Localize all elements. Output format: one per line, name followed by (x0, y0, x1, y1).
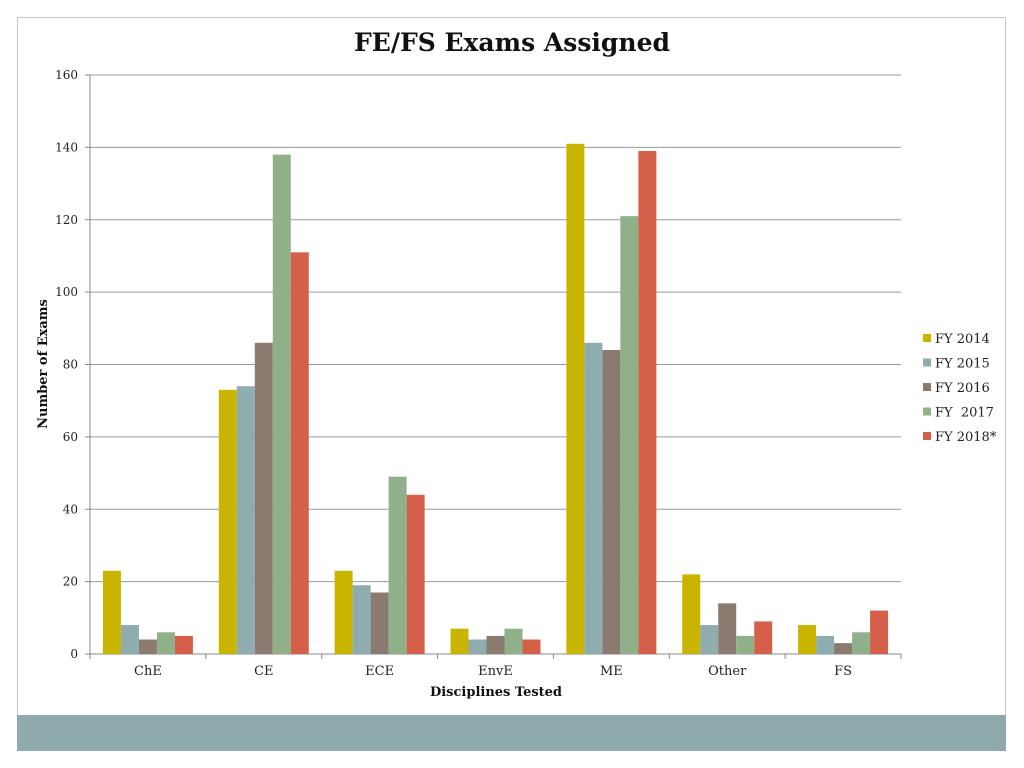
bar (406, 494, 425, 654)
bar (218, 389, 237, 654)
bar (620, 216, 639, 654)
bar (870, 610, 889, 654)
legend-swatch (923, 407, 931, 416)
x-tick-label: ChE (134, 664, 162, 679)
y-axis-ticks: 0 20 40 60 80 100 120 140 160 (55, 68, 90, 661)
bar (468, 639, 487, 654)
bar (504, 628, 523, 654)
legend-label: FY 2016 (935, 381, 990, 396)
x-tick-label: ME (600, 664, 623, 679)
x-tick-label: CE (254, 664, 273, 679)
bar (290, 252, 309, 654)
bar (236, 386, 255, 654)
bar (450, 628, 469, 654)
slide-frame (17, 17, 1006, 750)
bar (754, 621, 773, 654)
bar (700, 625, 719, 654)
y-tick-label: 80 (63, 358, 78, 372)
bar (522, 639, 541, 654)
bar (334, 570, 353, 654)
bar (682, 574, 701, 654)
bar (486, 635, 505, 654)
bar (852, 632, 871, 654)
chart-title: FE/FS Exams Assigned (354, 28, 670, 57)
legend-swatch (923, 383, 931, 391)
legend-swatch (923, 432, 931, 440)
bar (254, 342, 273, 654)
y-tick-label: 160 (55, 68, 78, 82)
bar (584, 342, 603, 654)
legend-swatch (923, 334, 931, 342)
y-tick-label: 100 (55, 285, 78, 299)
bar (602, 350, 621, 654)
bar (352, 585, 371, 654)
x-axis-title: Disciplines Tested (430, 685, 562, 700)
bars (102, 143, 889, 655)
y-tick-label: 0 (70, 647, 78, 661)
bar (174, 635, 193, 654)
y-tick-label: 120 (55, 213, 78, 227)
bar (388, 476, 407, 654)
x-tick-label: Other (708, 664, 747, 679)
bar (120, 625, 139, 654)
bar (138, 639, 157, 654)
bar (272, 154, 291, 655)
bar (638, 150, 657, 654)
legend-label: FY 2017 (935, 406, 994, 421)
legend-swatch (923, 358, 931, 367)
x-tick-label: FS (834, 664, 852, 679)
bar (816, 635, 835, 654)
y-tick-label: 20 (63, 575, 78, 589)
x-tick-label: EnvE (478, 664, 513, 679)
legend: FY 2014 FY 2015 FY 2016 FY 2017 FY 2018* (923, 332, 997, 445)
bar (566, 143, 585, 654)
bar (798, 625, 817, 654)
x-tick-label: ECE (365, 664, 394, 679)
bar (370, 592, 389, 654)
x-axis-ticks: ChE CE ECE EnvE ME Other FS (89, 654, 902, 679)
gridlines (90, 74, 901, 655)
y-tick-label: 40 (63, 502, 78, 516)
legend-label: FY 2015 (935, 357, 990, 372)
legend-label: FY 2018* (935, 430, 997, 445)
bar (736, 635, 755, 654)
y-tick-label: 140 (55, 140, 78, 154)
y-axis-title: Number of Exams (36, 299, 51, 429)
footer-band (17, 715, 1006, 751)
bar (718, 603, 737, 654)
bar (102, 570, 121, 654)
bar (156, 632, 175, 654)
legend-label: FY 2014 (935, 332, 990, 347)
bar (834, 643, 853, 654)
y-tick-label: 60 (63, 430, 78, 444)
